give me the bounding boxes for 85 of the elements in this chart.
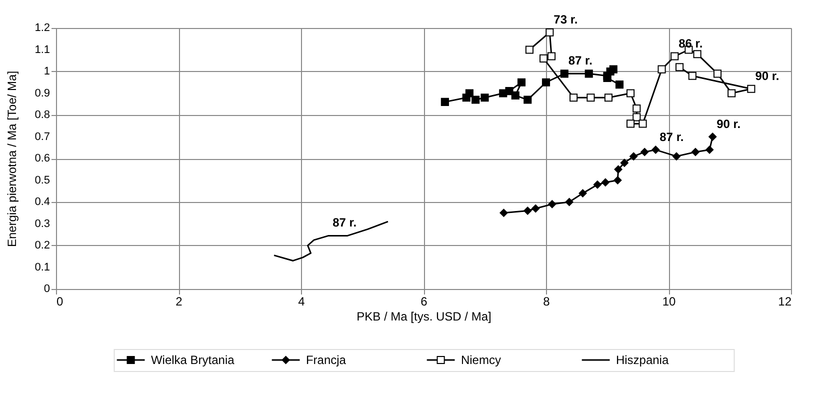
legend-label: Wielka Brytania [150, 353, 235, 367]
point [524, 206, 532, 215]
x-tick-label: 6 [420, 294, 428, 308]
point [670, 52, 679, 60]
point [713, 70, 722, 78]
y-tick-label: 0.6 [34, 152, 50, 164]
point [632, 113, 641, 122]
point [691, 148, 700, 156]
y-tick-label: 0.4 [34, 196, 50, 208]
x-tick-label: 0 [56, 294, 64, 308]
x-tick-label: 8 [543, 294, 550, 308]
point [560, 70, 568, 78]
y-tick-label: 0 [44, 283, 50, 295]
x-tick-label: 4 [298, 294, 306, 308]
point [609, 65, 618, 74]
point [604, 94, 613, 102]
point [524, 96, 532, 104]
point [672, 152, 680, 160]
x-tick-label: 2 [176, 294, 183, 308]
y-axis-title: Energia pierwotna / Ma [Toe/ Ma] [5, 70, 19, 248]
point [480, 94, 489, 102]
y-tick-label: 0.1 [34, 261, 50, 274]
y-tick-label: 0.2 [34, 240, 50, 252]
point [626, 89, 635, 98]
point [532, 204, 540, 213]
y-tick-label: 0.8 [34, 109, 50, 121]
y-tick-label: 0.3 [34, 218, 50, 230]
point [693, 50, 702, 58]
point [603, 74, 612, 82]
y-tick-label: 0.7 [34, 130, 50, 143]
point [511, 91, 520, 100]
y-tick-label: 1 [44, 66, 50, 78]
point [658, 65, 666, 74]
x-tick-label: 12 [778, 294, 792, 308]
point [584, 70, 593, 78]
point [652, 146, 660, 154]
point [505, 87, 514, 96]
point [728, 89, 736, 98]
legend-label: Niemcy [460, 353, 501, 367]
point [706, 146, 714, 154]
point [565, 198, 574, 206]
annotation: 87 r. [568, 54, 592, 68]
point [586, 94, 595, 102]
point [540, 54, 548, 62]
point [630, 152, 638, 160]
point [615, 80, 624, 89]
point [675, 63, 684, 72]
annotation: 86 r. [678, 36, 703, 50]
point [440, 98, 449, 106]
point [546, 28, 554, 36]
point [626, 120, 635, 128]
point [542, 78, 550, 86]
annotation: 90 r. [755, 68, 780, 83]
point [500, 208, 508, 217]
point [517, 78, 526, 86]
point [525, 46, 534, 54]
point [472, 96, 480, 104]
point [747, 84, 756, 93]
y-tick-label: 0.5 [34, 174, 50, 186]
annotation: 73 r. [554, 12, 578, 26]
x-tick-label: 10 [662, 294, 676, 308]
legend-label: Francja [306, 353, 346, 367]
annotation: 90 r. [716, 116, 741, 131]
point [688, 72, 696, 80]
point [614, 165, 622, 174]
legend-label: Hiszpania [616, 353, 669, 367]
annotation: 87 r. [660, 130, 684, 144]
x-axis-title: PKB / Ma [tys. USD / Ma] [356, 310, 492, 324]
y-tick-label: 0.9 [34, 87, 50, 100]
annotation: 87 r. [332, 216, 357, 230]
point [640, 148, 649, 156]
point [614, 176, 622, 184]
point [578, 189, 587, 198]
point [601, 178, 610, 186]
point [632, 104, 641, 113]
point [620, 158, 628, 167]
y-tick-label: 1.2 [34, 22, 50, 34]
point [593, 180, 602, 189]
point [708, 132, 717, 141]
point [548, 200, 556, 208]
point [570, 94, 578, 102]
point [638, 120, 647, 128]
y-tick-label: 1.1 [34, 44, 50, 56]
point [547, 52, 556, 60]
point [465, 89, 474, 98]
